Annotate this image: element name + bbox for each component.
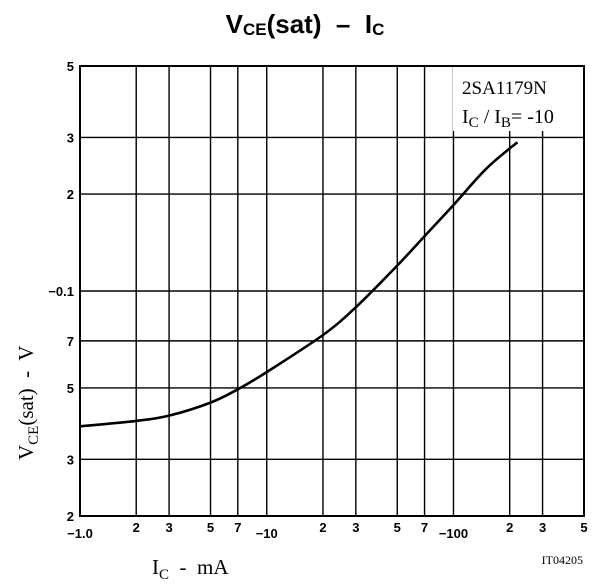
y-tick-labels: 2 3 5 7 −0.1 2 3 5 [48,59,74,524]
series-line [79,141,519,428]
y-tick-label: 2 [67,509,74,524]
annotation-part-number: 2SA1179N [462,78,547,99]
x-axis-label: IC - mA [152,555,229,583]
series-layer [79,141,519,428]
x-tick-label: 7 [421,520,428,535]
x-tick-label: 3 [165,520,172,535]
horizontal-gridlines [80,65,584,517]
x-tick-label: −1.0 [67,526,93,541]
x-tick-label: 5 [580,520,587,535]
annotation-condition: IC / IB= -10 [462,106,554,131]
annotation-box [453,67,583,131]
y-tick-label: 7 [67,334,74,349]
x-tick-labels: −1.0 2 3 5 7 −10 2 3 5 7 −100 2 3 5 [67,520,587,541]
x-tick-label: 3 [352,520,359,535]
x-tick-label: −100 [439,526,468,541]
x-tick-label: 3 [539,520,546,535]
y-tick-label: 2 [67,187,74,202]
x-tick-label: 2 [319,520,326,535]
figure-code: IT04205 [542,553,583,567]
chart-title: VCE(sat) – IC [226,9,385,39]
y-tick-label: 3 [67,452,74,467]
x-tick-label: −10 [256,526,278,541]
x-tick-label: 7 [234,520,241,535]
y-tick-label: 3 [67,130,74,145]
y-tick-label: 5 [67,381,74,396]
x-tick-label: 5 [394,520,401,535]
x-tick-label: 2 [506,520,513,535]
y-tick-label: −0.1 [48,284,74,299]
x-tick-label: 2 [133,520,140,535]
y-axis-label: VCE(sat) - V [14,346,42,460]
y-tick-label: 5 [67,59,74,74]
x-tick-label: 5 [207,520,214,535]
